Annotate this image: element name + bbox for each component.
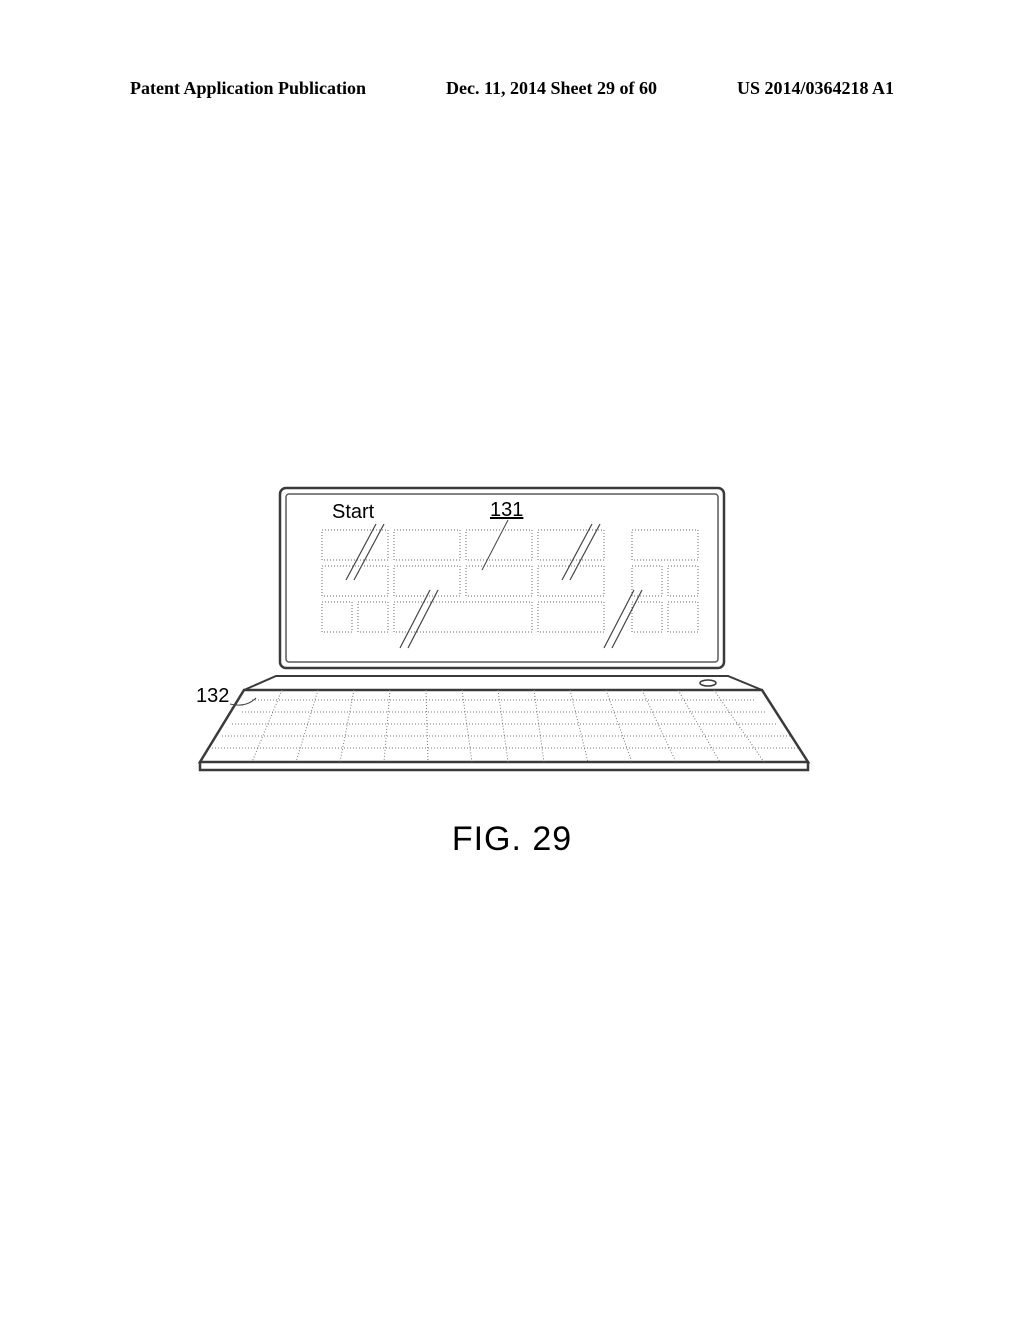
date-sheet-label: Dec. 11, 2014 Sheet 29 of 60 (446, 78, 657, 99)
start-label: Start (332, 501, 375, 523)
publication-label: Patent Application Publication (130, 78, 366, 99)
ref-131: 131 (490, 499, 523, 521)
figure-caption: FIG. 29 (452, 820, 572, 859)
figure-29: Start 131 (192, 480, 832, 800)
laptop-drawing: Start 131 (192, 480, 832, 800)
publication-number: US 2014/0364218 A1 (737, 78, 894, 99)
ref-132: 132 (196, 685, 229, 707)
page-header: Patent Application Publication Dec. 11, … (0, 78, 1024, 99)
